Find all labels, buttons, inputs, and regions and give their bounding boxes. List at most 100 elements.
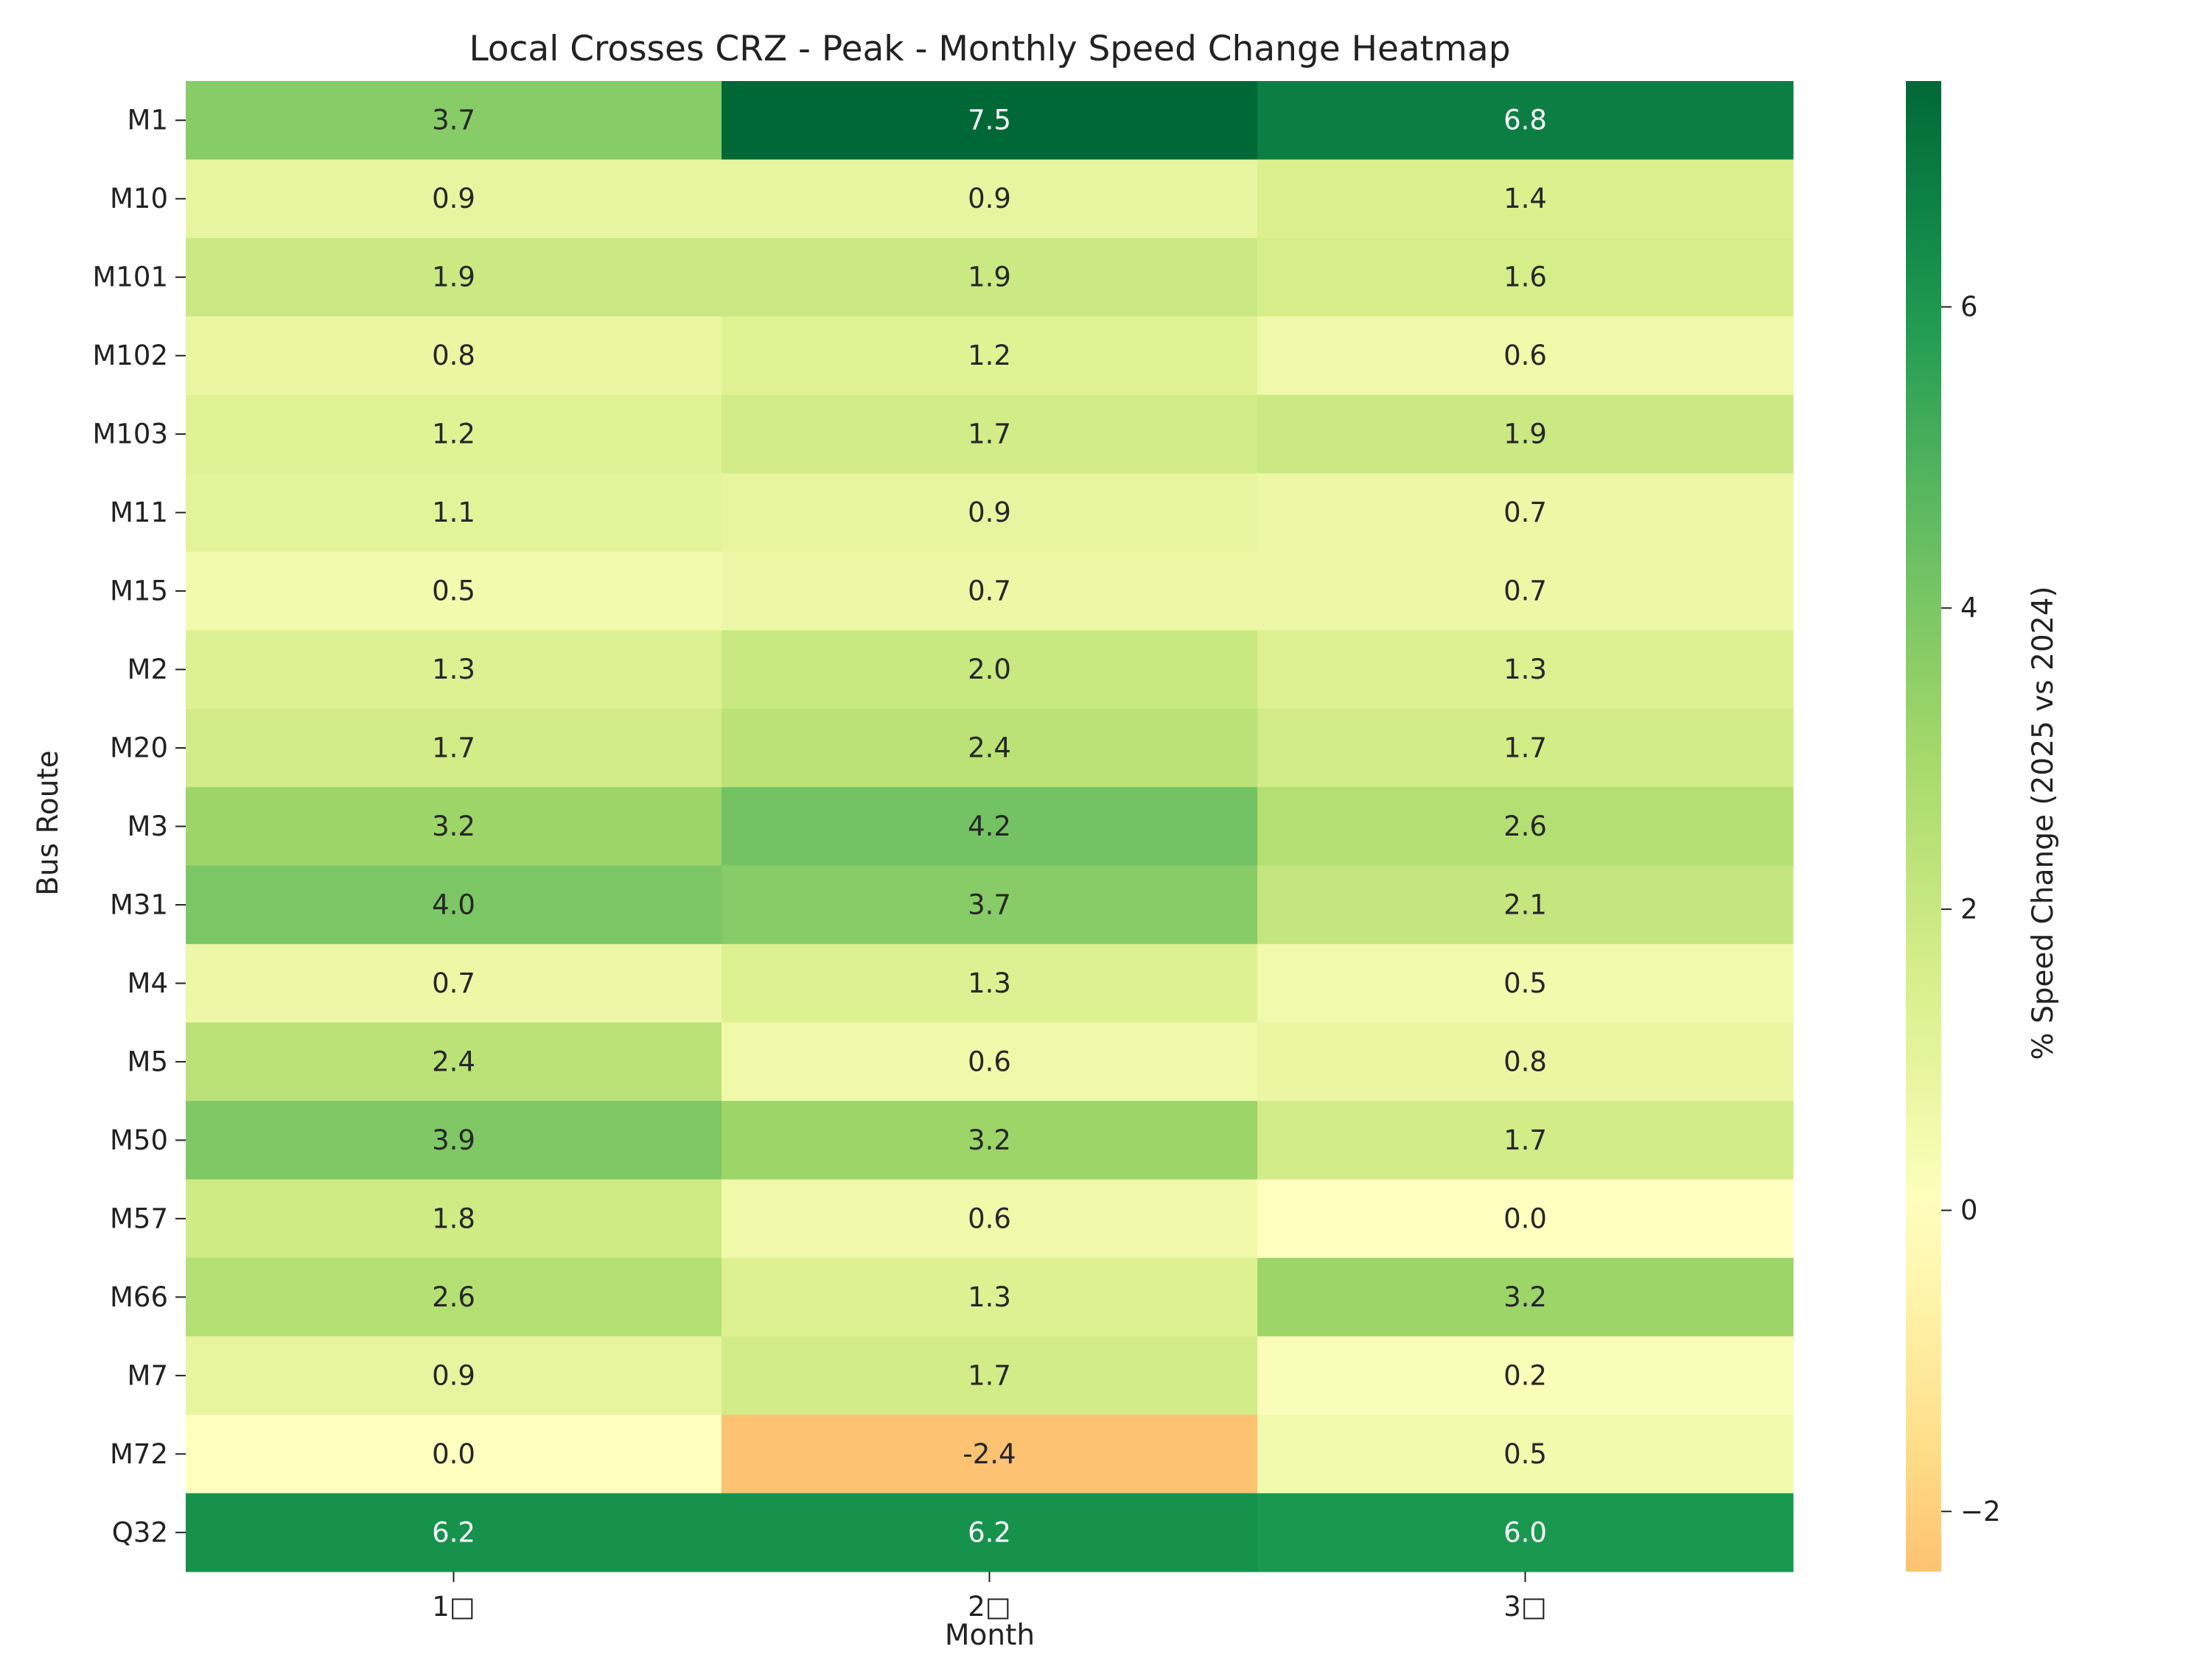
colorbar-label: % Speed Change (2025 vs 2024) <box>2027 587 2060 1060</box>
cell-value-label: 1.3 <box>968 1281 1011 1313</box>
heatmap-cell <box>186 551 722 631</box>
y-tick-label: M3 <box>128 811 168 842</box>
heatmap-cell <box>1257 237 1794 317</box>
x-tick-label: 1□ <box>432 1591 475 1623</box>
y-tick-label: M10 <box>110 183 168 214</box>
heatmap-cell <box>722 237 1258 317</box>
colorbar-tick-label: 0 <box>1960 1194 1978 1226</box>
cell-value-label: 7.5 <box>968 105 1011 136</box>
cell-value-label: 0.7 <box>432 967 475 999</box>
heatmap-cell <box>1257 1493 1794 1572</box>
x-axis: 1□ 2□ 3□ <box>432 1572 1547 1623</box>
cell-value-label: 1.7 <box>968 1359 1011 1391</box>
y-tick-label: M72 <box>110 1438 168 1470</box>
x-axis-label: Month <box>945 1619 1035 1652</box>
x-tick-label: 3□ <box>1503 1591 1547 1623</box>
heatmap-cell <box>186 944 722 1023</box>
cell-value-label: -2.4 <box>963 1438 1016 1470</box>
heatmap-cell <box>722 1179 1258 1259</box>
cell-value-label: 0.5 <box>1503 1438 1547 1470</box>
cell-value-label: 1.8 <box>432 1203 475 1234</box>
heatmap-cell <box>722 630 1258 710</box>
cell-value-label: 6.0 <box>1503 1516 1547 1548</box>
cell-value-label: 1.9 <box>968 262 1011 293</box>
cell-value-label: 0.8 <box>432 340 475 371</box>
y-tick-label: M103 <box>92 419 168 450</box>
heatmap-cell <box>186 81 722 160</box>
y-tick-label: M11 <box>110 497 168 528</box>
cell-value-label: 1.3 <box>1503 654 1547 685</box>
heatmap-cell <box>722 944 1258 1023</box>
heatmap-cell <box>186 1258 722 1337</box>
heatmap-cell <box>1257 473 1794 553</box>
colorbar-tick-label: −2 <box>1960 1496 2001 1527</box>
cell-value-label: 3.2 <box>1503 1281 1547 1313</box>
colorbar-tick-label: 4 <box>1960 592 1978 624</box>
y-tick-label: M31 <box>110 889 168 920</box>
heatmap-cell <box>186 1101 722 1180</box>
heatmap-cell <box>722 473 1258 553</box>
colorbar-ticks: −2 0 2 4 6 <box>1941 291 2001 1527</box>
cell-value-label: 0.7 <box>1503 497 1547 528</box>
y-tick-label: M4 <box>128 967 168 999</box>
heatmap-cell <box>186 394 722 474</box>
cell-value-label: 0.5 <box>1503 967 1547 999</box>
cell-value-label: 0.9 <box>968 497 1011 528</box>
cell-value-label: 0.6 <box>1503 340 1547 371</box>
cell-value-label: 0.6 <box>968 1203 1011 1234</box>
cell-value-label: 0.2 <box>1503 1359 1547 1391</box>
heatmap-cell <box>722 316 1258 396</box>
cell-value-label: 1.7 <box>968 419 1011 450</box>
cell-value-label: 4.0 <box>432 889 475 920</box>
cell-value-label: 0.7 <box>1503 575 1547 607</box>
heatmap-cell <box>722 708 1258 788</box>
y-tick-label: M7 <box>128 1359 168 1391</box>
heatmap-cell <box>186 1179 722 1259</box>
cell-value-label: 1.1 <box>432 497 475 528</box>
x-tick-label: 2□ <box>968 1591 1011 1623</box>
heatmap-cell <box>186 1493 722 1572</box>
y-tick-label: M57 <box>110 1203 168 1234</box>
cell-value-label: 2.6 <box>432 1281 475 1313</box>
heatmap-cell <box>722 1493 1258 1572</box>
cell-value-label: 4.2 <box>968 811 1011 842</box>
heatmap-cell <box>722 787 1258 867</box>
heatmap-cell <box>186 630 722 710</box>
cell-value-label: 2.1 <box>1503 889 1547 920</box>
cell-value-label: 0.9 <box>968 183 1011 214</box>
heatmap-cell <box>1257 1022 1794 1102</box>
heatmap-cell <box>722 1101 1258 1180</box>
heatmap-cell <box>186 316 722 396</box>
heatmap-cell <box>722 1336 1258 1415</box>
cell-value-label: 1.6 <box>1503 262 1547 293</box>
cell-value-label: 6.2 <box>432 1516 475 1548</box>
heatmap-cell <box>186 473 722 553</box>
cell-value-label: 0.7 <box>968 575 1011 607</box>
heatmap-cell <box>722 1258 1258 1337</box>
cell-value-label: 0.6 <box>968 1046 1011 1077</box>
y-axis-label: Bus Route <box>32 750 65 895</box>
y-tick-label: M66 <box>110 1281 168 1313</box>
heatmap-cell <box>1257 1336 1794 1415</box>
heatmap-cell <box>722 81 1258 160</box>
heatmap-cell <box>1257 865 1794 945</box>
cell-value-label: 1.3 <box>968 967 1011 999</box>
y-tick-label: M20 <box>110 732 168 764</box>
cell-value-label: 1.2 <box>432 419 475 450</box>
cell-value-label: 0.8 <box>1503 1046 1547 1077</box>
cell-value-label: 3.7 <box>432 105 475 136</box>
heatmap-cell <box>186 865 722 945</box>
colorbar: −2 0 2 4 6 <box>1906 81 2001 1572</box>
y-tick-label: M102 <box>92 340 168 371</box>
cell-value-label: 2.6 <box>1503 811 1547 842</box>
heatmap-cell <box>186 708 722 788</box>
heatmap-cell <box>1257 630 1794 710</box>
heatmap-cell <box>722 1415 1258 1494</box>
heatmap-cell <box>186 1022 722 1102</box>
heatmap-cell <box>722 551 1258 631</box>
y-tick-label: M50 <box>110 1124 168 1156</box>
cell-value-label: 1.3 <box>432 654 475 685</box>
cell-value-label: 0.0 <box>1503 1203 1547 1234</box>
heatmap-cell <box>722 159 1258 239</box>
